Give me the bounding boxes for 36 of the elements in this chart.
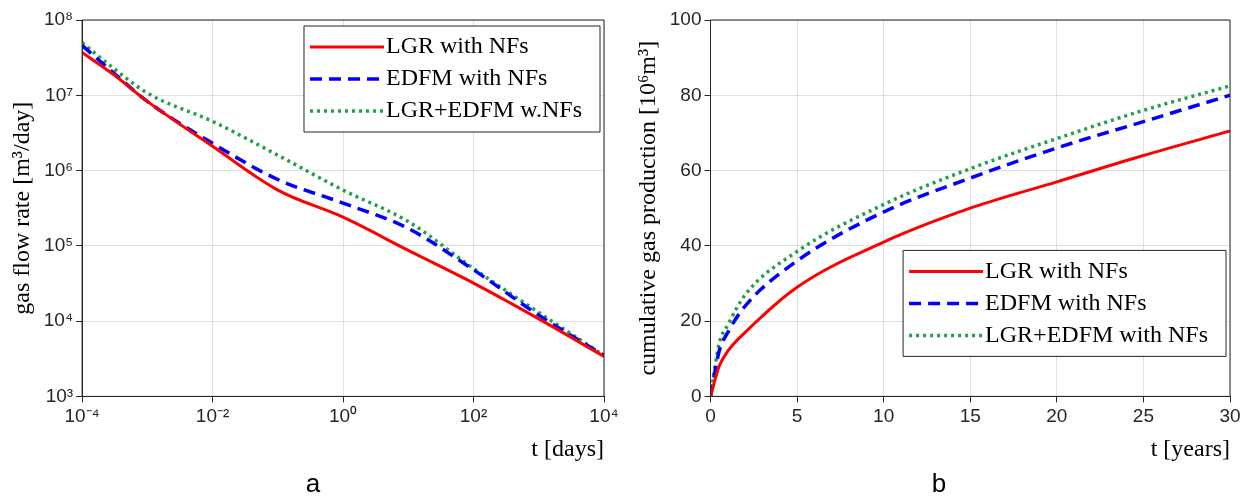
x-tick-label: 5 xyxy=(791,405,803,427)
y-tick-label: 10⁵ xyxy=(44,234,74,256)
x-axis-title: t [years] xyxy=(1150,434,1230,461)
x-tick-label: 0 xyxy=(705,405,716,427)
y-tick-label: 10⁶ xyxy=(44,158,74,180)
text: a xyxy=(304,468,322,499)
x-tick-label: 10² xyxy=(459,405,488,427)
y-tick-label: 20 xyxy=(680,309,702,331)
x-tick-label: 20 xyxy=(1046,405,1068,427)
y-tick-label: 100 xyxy=(669,8,702,30)
y-tick-label: 0 xyxy=(690,384,702,406)
x-tick-label: 10 xyxy=(873,405,895,427)
legend-label: EDFM with NFs xyxy=(985,288,1147,315)
y-tick-label: 10⁷ xyxy=(45,83,74,105)
y-tick-label: 10⁴ xyxy=(43,309,74,331)
x-tick-label: 10⁻² xyxy=(195,405,230,427)
legend-label: LGR+EDFM w.NFs xyxy=(385,96,583,123)
x-tick-label: 10⁴ xyxy=(589,405,619,427)
x-tick-label: 15 xyxy=(959,405,981,427)
text: b xyxy=(930,468,948,499)
x-tick-label: 10⁰ xyxy=(328,405,358,427)
y-axis-title: gas flow rate [m³/day] xyxy=(7,101,34,315)
y-tick-label: 80 xyxy=(680,83,702,105)
y-tick-label: 40 xyxy=(680,234,702,256)
legend-label: LGR with NFs xyxy=(385,32,529,59)
y-tick-label: 60 xyxy=(680,158,702,180)
y-tick-label: 10⁸ xyxy=(43,8,74,30)
x-tick-label: 25 xyxy=(1132,405,1154,427)
x-tick-label: 30 xyxy=(1219,405,1241,427)
y-tick-label: 10³ xyxy=(45,384,74,406)
x-tick-label: 10⁻⁴ xyxy=(64,405,100,427)
legend-label: LGR+EDFM with NFs xyxy=(985,320,1208,347)
legend-label: EDFM with NFs xyxy=(385,64,548,91)
x-axis-title: t [days] xyxy=(531,434,604,461)
legend-label: LGR with NFs xyxy=(985,256,1128,283)
y-axis-title: cumulative gas production [10⁶m³] xyxy=(633,40,660,376)
